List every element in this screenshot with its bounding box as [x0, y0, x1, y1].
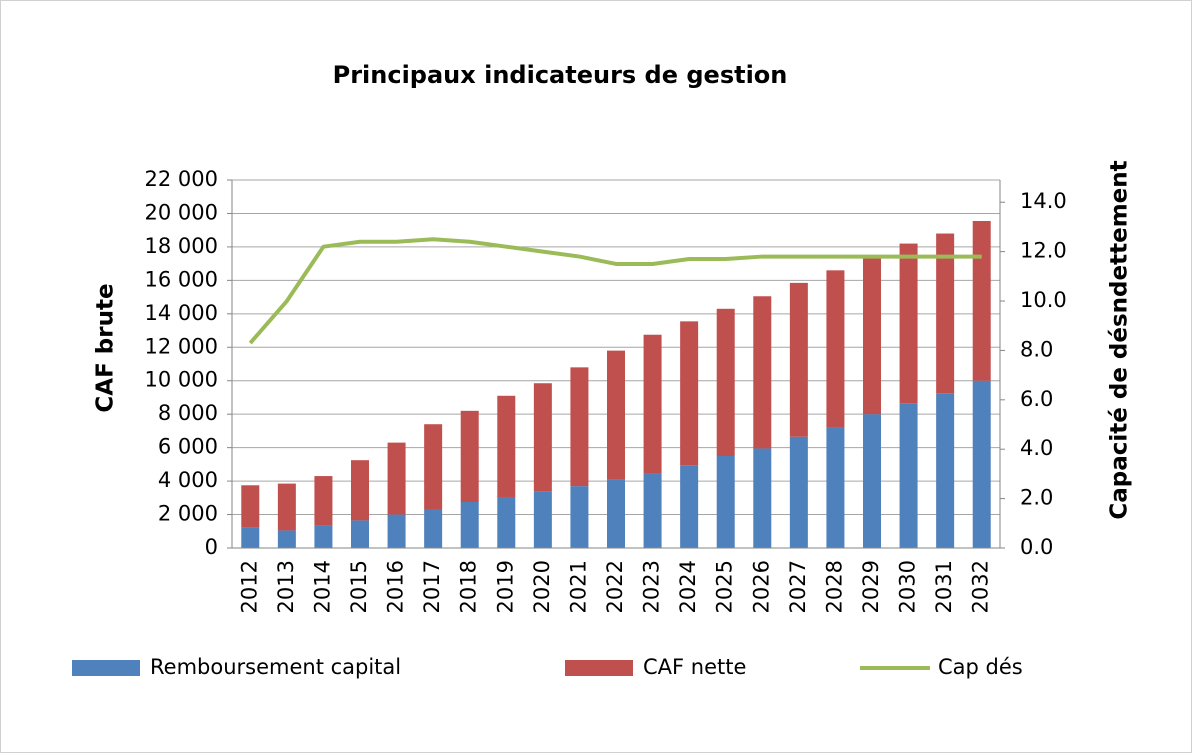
- bar: [753, 448, 772, 548]
- y2-tick-label: 2.0: [1020, 486, 1053, 510]
- bar: [716, 456, 735, 548]
- y2-tick-label: 6.0: [1020, 387, 1053, 411]
- bar: [972, 380, 991, 548]
- legend-label: Remboursement capital: [150, 655, 401, 679]
- legend-label: CAF nette: [643, 655, 746, 679]
- bar: [899, 403, 918, 548]
- y-tick-label: 6 000: [158, 435, 218, 459]
- x-tick-label: 2027: [786, 560, 810, 613]
- bar: [789, 282, 808, 437]
- y-axis-label: CAF brute: [93, 283, 119, 412]
- y-tick-label: 14 000: [145, 301, 218, 325]
- bar: [314, 476, 333, 526]
- x-tick-label: 2020: [530, 560, 554, 613]
- x-tick-label: 2023: [640, 560, 664, 613]
- x-tick-label: 2025: [713, 560, 737, 613]
- y-tick-label: 0: [205, 535, 218, 559]
- x-tick-label: 2019: [493, 560, 517, 613]
- legend-swatch: [72, 660, 140, 676]
- line: [248, 237, 982, 345]
- bar: [936, 393, 955, 548]
- x-tick-label: 2022: [603, 560, 627, 613]
- bar: [826, 270, 845, 428]
- x-tick-label: 2014: [310, 560, 334, 613]
- bar: [497, 395, 516, 497]
- x-tick-label: 2018: [457, 560, 481, 613]
- x-tick-label: 2017: [420, 560, 444, 613]
- y-tick-label: 20 000: [145, 200, 218, 224]
- bar: [277, 530, 296, 548]
- bar: [789, 436, 808, 548]
- y-tick-label: 16 000: [145, 267, 218, 291]
- y2-axis-label: Capacité de désndettement: [1107, 160, 1133, 519]
- bar: [241, 485, 260, 528]
- y2-tick-label: 12.0: [1020, 239, 1067, 263]
- legend-label: Cap dés: [938, 655, 1023, 679]
- bar: [680, 465, 699, 548]
- y-tick-label: 10 000: [145, 368, 218, 392]
- x-tick-label: 2028: [822, 560, 846, 613]
- y2-tick-label: 0.0: [1020, 535, 1053, 559]
- bar: [607, 350, 625, 480]
- bar: [863, 414, 881, 548]
- bar: [643, 473, 662, 548]
- bar: [314, 525, 333, 548]
- bar: [570, 486, 589, 548]
- x-tick-label: 2016: [384, 560, 408, 613]
- bar: [570, 367, 589, 487]
- chart-title: Principaux indicateurs de gestion: [333, 61, 788, 89]
- bar: [680, 321, 699, 466]
- bar: [607, 479, 625, 548]
- bar: [351, 520, 369, 548]
- bar: [863, 256, 881, 415]
- x-tick-label: 2029: [859, 560, 883, 613]
- bar: [753, 296, 772, 449]
- bar: [643, 334, 662, 474]
- x-tick-label: 2021: [566, 560, 590, 613]
- bar: [972, 220, 991, 381]
- bar: [460, 410, 479, 502]
- bar: [716, 308, 735, 456]
- y2-tick-label: 4.0: [1020, 436, 1053, 460]
- y2-tick-label: 10.0: [1020, 288, 1067, 312]
- x-tick-label: 2012: [237, 560, 261, 613]
- bar: [277, 483, 296, 531]
- bar: [497, 496, 516, 548]
- y2-tick-label: 8.0: [1020, 337, 1053, 361]
- bar: [826, 427, 845, 548]
- x-tick-label: 2026: [749, 560, 773, 613]
- bar: [424, 424, 443, 510]
- x-tick-label: 2030: [896, 560, 920, 613]
- bar: [387, 514, 406, 548]
- bar: [460, 502, 479, 548]
- bar: [533, 491, 552, 548]
- bar: [424, 509, 443, 548]
- bar: [899, 243, 918, 404]
- y-tick-label: 2 000: [158, 502, 218, 526]
- y-tick-label: 22 000: [145, 167, 218, 191]
- bar: [351, 460, 369, 521]
- bar: [936, 233, 955, 394]
- bar: [533, 383, 552, 492]
- x-tick-label: 2015: [347, 560, 371, 613]
- y-tick-label: 18 000: [145, 234, 218, 258]
- y-tick-label: 8 000: [158, 401, 218, 425]
- x-tick-label: 2032: [969, 560, 993, 613]
- bar: [387, 442, 406, 515]
- y2-tick-label: 14.0: [1020, 189, 1067, 213]
- y-tick-label: 4 000: [158, 468, 218, 492]
- bar: [241, 527, 260, 548]
- x-tick-label: 2013: [274, 560, 298, 613]
- legend-swatch: [565, 660, 633, 676]
- y-tick-label: 12 000: [145, 334, 218, 358]
- x-tick-label: 2031: [932, 560, 956, 613]
- x-tick-label: 2024: [676, 560, 700, 613]
